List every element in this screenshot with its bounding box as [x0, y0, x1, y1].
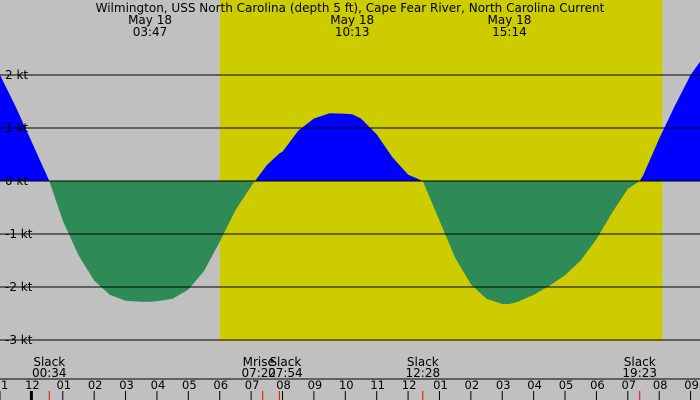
x-tick-label: 03	[119, 378, 134, 392]
y-axis: 2 kt 1 kt 0 kt -1 kt -2 kt -3 kt	[5, 68, 33, 347]
y-tick-label: 0 kt	[5, 174, 28, 188]
y-tick-label: 1 kt	[5, 121, 28, 135]
event-time: 19:23	[622, 366, 657, 380]
gridlines	[0, 74, 700, 341]
event-label: Slack	[407, 355, 439, 369]
event-labels: Slack00:34Mrise07:22Slack07:54Slack12:28…	[32, 355, 657, 400]
x-tick-label: 05	[182, 378, 197, 392]
x-tick-label: 07	[245, 378, 260, 392]
midnight-marker	[29, 391, 33, 400]
current-areas	[0, 61, 700, 304]
x-tick-label: 01	[56, 378, 71, 392]
header-time: 15:14	[492, 25, 527, 39]
x-tick-label: 11	[0, 378, 8, 392]
header-date: May 18	[488, 13, 532, 27]
event-time: 00:34	[32, 366, 67, 380]
y-tick-label: -2 kt	[5, 280, 33, 294]
x-tick-label: 11	[370, 378, 385, 392]
ebb-area	[422, 181, 640, 304]
x-tick-label: 01	[433, 378, 448, 392]
flood-area	[639, 61, 700, 181]
event-time: 07:22	[241, 366, 276, 380]
ebb-area	[49, 181, 255, 302]
x-tick-label: 02	[88, 378, 103, 392]
x-axis: 11 12 01 02 03 04 05 06 07 08 09 10 11 12 01 02 03 04 05 06…	[0, 378, 699, 400]
x-tick-label: 04	[151, 378, 166, 392]
flood-area	[255, 113, 423, 181]
event-time: 07:54	[268, 366, 303, 380]
chart-title: Wilmington, USS North Carolina (depth 5 …	[96, 1, 605, 15]
x-tick-label: 12	[402, 378, 417, 392]
event-label: Mrise	[243, 355, 275, 369]
x-tick-label: 12	[25, 378, 40, 392]
event-label: Slack	[624, 355, 656, 369]
y-tick-label: 2 kt	[5, 68, 28, 82]
x-tick-label: 08	[276, 378, 291, 392]
x-tick-label: 09	[684, 378, 699, 392]
x-tick-label: 08	[653, 378, 668, 392]
x-tick-label: 09	[308, 378, 323, 392]
header-date: May 18	[128, 13, 172, 27]
x-tick-label: 10	[339, 378, 354, 392]
x-tick-label: 05	[559, 378, 574, 392]
header-date: May 18	[330, 13, 374, 27]
event-label: Slack	[269, 355, 301, 369]
x-tick-label: 02	[465, 378, 480, 392]
y-tick-label: -1 kt	[5, 227, 33, 241]
event-label: Slack	[33, 355, 65, 369]
event-time: 12:28	[406, 366, 441, 380]
x-tick-label: 06	[213, 378, 228, 392]
header-time: 03:47	[133, 25, 168, 39]
x-tick-label: 04	[527, 378, 542, 392]
x-tick-label: 03	[496, 378, 511, 392]
x-tick-label: 07	[621, 378, 636, 392]
y-tick-label: -3 kt	[5, 333, 33, 347]
x-tick-label: 06	[590, 378, 605, 392]
header-time: 10:13	[335, 25, 370, 39]
